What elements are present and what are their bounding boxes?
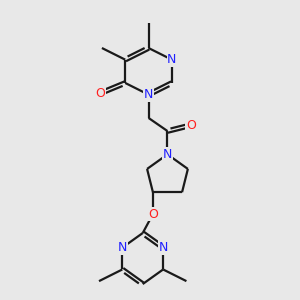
Text: N: N (167, 53, 176, 66)
Text: N: N (118, 241, 127, 254)
Text: O: O (148, 208, 158, 220)
Text: O: O (186, 119, 196, 132)
Text: N: N (163, 148, 172, 161)
Text: N: N (158, 241, 168, 254)
Text: N: N (144, 88, 153, 101)
Text: O: O (95, 87, 105, 100)
